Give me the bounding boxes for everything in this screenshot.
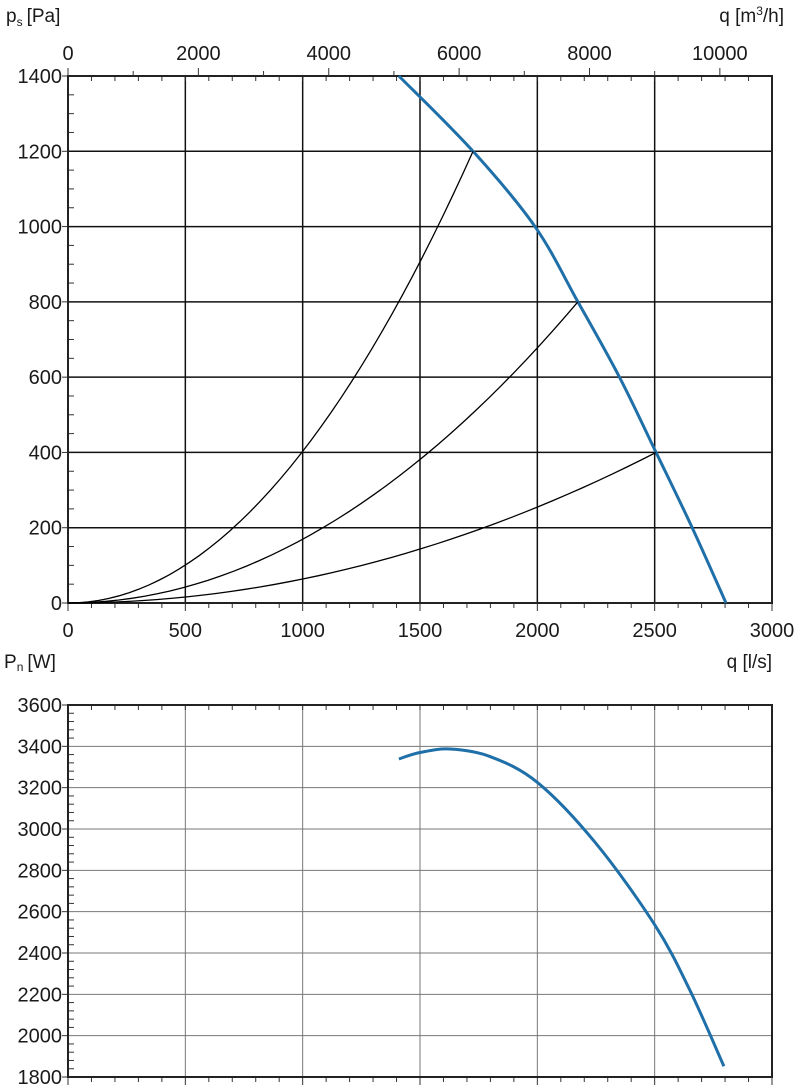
y-tick-label: 200 <box>29 518 62 540</box>
x-tick-label: 2500 <box>632 620 677 642</box>
system-curve <box>67 451 657 604</box>
x-tick-label: 3000 <box>750 620 795 642</box>
x-tick-label: 500 <box>169 620 202 642</box>
x-tick-label: 0 <box>62 620 73 642</box>
plot-frame <box>67 704 773 1078</box>
y-tick-label: 2600 <box>18 902 63 924</box>
y-tick-label: 3000 <box>18 819 63 841</box>
plot-frame <box>67 75 773 604</box>
x-tick-label: 1000 <box>280 620 325 642</box>
y-tick-label: 3400 <box>18 736 63 758</box>
y-tick-label: 2000 <box>18 1026 63 1048</box>
y-tick-label: 0 <box>51 593 62 615</box>
y-tick-label: 800 <box>29 292 62 314</box>
top-x2-axis-label: q [m3/h] <box>719 4 784 27</box>
y-tick-label: 600 <box>29 367 62 389</box>
y-tick-label: 400 <box>29 442 62 464</box>
system-curve <box>67 301 579 604</box>
x2-tick-label: 4000 <box>306 43 351 65</box>
y-tick-label: 2800 <box>18 860 63 882</box>
fan-curve <box>397 74 728 604</box>
y-tick-label: 1000 <box>18 217 63 239</box>
power-chart: 1800 2000 2200 2400 2600 2800 3000 3200 3400 3600 <box>18 695 773 1088</box>
y-tick-label: 1200 <box>18 141 63 163</box>
x-tick-label: 2000 <box>515 620 560 642</box>
y-tick-label: 1800 <box>18 1067 63 1088</box>
x2-tick-label: 0 <box>62 43 73 65</box>
x2-tick-label: 8000 <box>567 43 612 65</box>
y-tick-label: 2200 <box>18 984 63 1006</box>
y-tick-label: 2400 <box>18 943 63 965</box>
x2-tick-label: 6000 <box>437 43 482 65</box>
power-curve <box>398 747 726 1067</box>
x2-tick-label: 2000 <box>176 43 221 65</box>
bottom-y-axis-label: Pn [W] <box>4 652 56 674</box>
y-tick-label: 3600 <box>18 695 63 717</box>
system-curve <box>67 151 474 604</box>
x2-tick-label: 10000 <box>692 43 748 65</box>
x-tick-label: 1500 <box>398 620 443 642</box>
y-tick-label: 3200 <box>18 778 63 800</box>
x-axis-label: q [l/s] <box>727 652 772 673</box>
top-y-axis-label: ps [Pa] <box>6 6 60 29</box>
y-tick-label: 1400 <box>18 66 63 88</box>
